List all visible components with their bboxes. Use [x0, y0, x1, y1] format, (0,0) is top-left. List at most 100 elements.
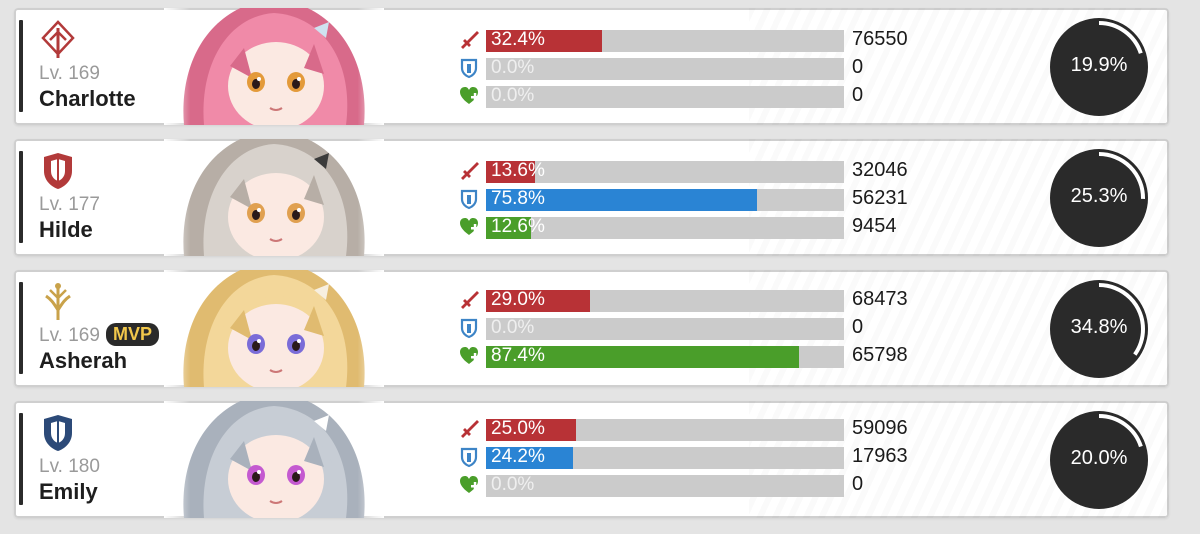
heal-bar [486, 346, 844, 368]
heal-bar [486, 475, 844, 497]
damage-value: 59096 [852, 417, 908, 439]
heal-heart-icon [460, 347, 479, 364]
tank-bar [486, 189, 844, 211]
damage-bar-fill [486, 419, 576, 441]
tank-value: 17963 [852, 445, 908, 467]
damage-percent: 13.6% [491, 160, 545, 181]
player-level: Lv. 169 [39, 325, 100, 346]
shield-icon [460, 447, 478, 468]
shield-icon [460, 189, 478, 210]
player-level: Lv. 169 [39, 63, 100, 84]
contribution-ring [1050, 411, 1148, 509]
ring-background [1050, 411, 1148, 509]
card-accent-bar [19, 151, 23, 243]
tank-bar [486, 447, 844, 469]
damage-stat-row: 29.0% 68473 [458, 288, 958, 312]
heal-stat-row: 0.0% 0 [458, 84, 958, 108]
contribution-percent: 19.9% [1070, 54, 1128, 76]
ring-progress-arc [1053, 21, 1145, 113]
contribution-ring [1050, 18, 1148, 116]
damage-stat-row: 13.6% 32046 [458, 159, 958, 183]
player-card-asherah[interactable]: Lv. 169 Asherah MVP 29.0% 68473 0.0% 0 8… [14, 270, 1169, 387]
damage-bar [486, 30, 844, 52]
damage-stat-row: 25.0% 59096 [458, 417, 958, 441]
tank-percent: 0.0% [491, 57, 535, 78]
card-accent-bar [19, 20, 23, 112]
attacker-class-icon [41, 20, 75, 58]
defender-class-icon [44, 415, 72, 451]
heal-percent: 87.4% [491, 345, 545, 366]
heal-percent: 0.0% [491, 474, 535, 495]
damage-bar-fill [486, 290, 590, 312]
character-portrait [164, 270, 384, 387]
tank-percent: 24.2% [491, 446, 545, 467]
tank-stat-row: 0.0% 0 [458, 316, 958, 340]
tank-bar [486, 58, 844, 80]
heal-bar [486, 217, 844, 239]
tank-bar [486, 318, 844, 340]
sword-icon [461, 420, 479, 438]
heal-heart-icon [460, 218, 479, 235]
player-level: Lv. 177 [39, 194, 100, 215]
heal-value: 65798 [852, 344, 908, 366]
card-accent-bar [19, 413, 23, 505]
player-card-hilde[interactable]: Lv. 177 Hilde 13.6% 32046 75.8% 56231 12… [14, 139, 1169, 256]
tank-stat-row: 75.8% 56231 [458, 187, 958, 211]
damage-percent: 25.0% [491, 418, 545, 439]
tank-value: 56231 [852, 187, 908, 209]
heal-bar [486, 86, 844, 108]
tank-value: 0 [852, 56, 864, 78]
heal-percent: 0.0% [491, 85, 535, 106]
damage-bar [486, 419, 844, 441]
damage-value: 32046 [852, 159, 908, 181]
tank-value: 0 [852, 316, 864, 338]
contribution-percent: 34.8% [1070, 316, 1128, 338]
ring-background [1050, 18, 1148, 116]
damage-bar [486, 161, 844, 183]
player-card-charlotte[interactable]: Lv. 169 Charlotte 32.4% 76550 0.0% 0 0.0… [14, 8, 1169, 125]
sword-icon [461, 291, 479, 309]
player-level: Lv. 180 [39, 456, 100, 477]
heal-stat-row: 0.0% 0 [458, 473, 958, 497]
heal-stat-row: 87.4% 65798 [458, 344, 958, 368]
contribution-ring [1050, 149, 1148, 247]
damage-percent: 32.4% [491, 29, 545, 50]
supporter-class-icon [45, 283, 71, 320]
tank-bar-fill [486, 189, 758, 211]
heal-percent: 12.6% [491, 216, 545, 237]
tank-percent: 0.0% [491, 317, 535, 338]
tank-bar-fill [486, 447, 573, 469]
damage-value: 68473 [852, 288, 908, 310]
ring-background [1050, 280, 1148, 378]
player-name: Hilde [39, 217, 93, 242]
card-accent-bar [19, 282, 23, 374]
contribution-ring [1050, 280, 1148, 378]
character-portrait [164, 139, 384, 256]
player-name: Asherah [39, 348, 128, 373]
shield-icon [460, 58, 478, 79]
damage-bar-fill [486, 30, 602, 52]
ring-progress-arc [1053, 152, 1145, 244]
player-name: Charlotte [39, 86, 136, 111]
contribution-percent: 20.0% [1070, 447, 1128, 469]
tank-stat-row: 0.0% 0 [458, 56, 958, 80]
tank-percent: 75.8% [491, 188, 545, 209]
damage-value: 76550 [852, 28, 908, 50]
heal-value: 0 [852, 84, 864, 106]
damage-percent: 29.0% [491, 289, 545, 310]
sword-icon [461, 31, 479, 49]
heal-value: 9454 [852, 215, 897, 237]
player-card-emily[interactable]: Lv. 180 Emily 25.0% 59096 24.2% 17963 0.… [14, 401, 1169, 518]
damage-bar [486, 290, 844, 312]
ring-progress-arc [1053, 414, 1145, 506]
mvp-badge: MVP [106, 323, 160, 346]
heal-value: 0 [852, 473, 864, 495]
tank-stat-row: 24.2% 17963 [458, 445, 958, 469]
damage-stat-row: 32.4% 76550 [458, 28, 958, 52]
heal-heart-icon [460, 476, 479, 493]
contribution-percent: 25.3% [1070, 185, 1128, 207]
ring-progress-arc [1053, 283, 1145, 375]
heal-bar-fill [486, 217, 532, 239]
damage-bar-fill [486, 161, 535, 183]
